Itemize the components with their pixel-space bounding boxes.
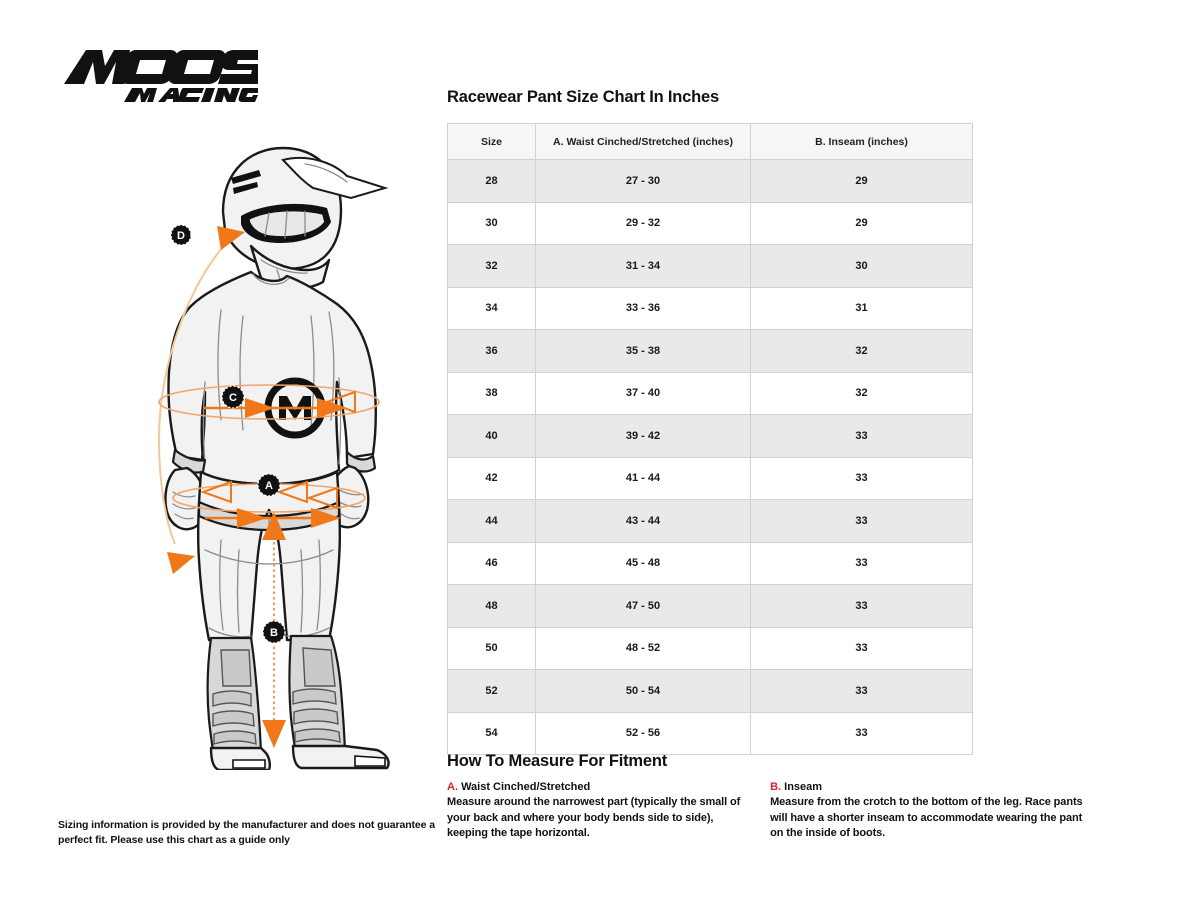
table-row: 32 31 - 34 30	[447, 244, 973, 288]
cell-waist: 37 - 40	[535, 371, 751, 415]
table-row: 36 35 - 38 32	[447, 329, 973, 373]
table-row: 44 43 - 44 33	[447, 499, 973, 543]
cell-waist: 35 - 38	[535, 329, 751, 373]
measure-item-a: A. Waist Cinched/Stretched Measure aroun…	[447, 781, 744, 842]
cell-size: 40	[447, 414, 536, 458]
cell-inseam: 32	[750, 371, 973, 415]
cell-waist: 52 - 56	[535, 711, 751, 755]
cell-inseam: 33	[750, 414, 973, 458]
marker-d-label: D	[177, 230, 185, 242]
cell-inseam: 33	[750, 499, 973, 543]
page-title: Racewear Pant Size Chart In Inches	[447, 88, 719, 106]
table-row: 28 27 - 30 29	[447, 159, 973, 203]
cell-size: 38	[447, 371, 536, 415]
cell-waist: 47 - 50	[535, 584, 751, 628]
size-chart-panel: Racewear Pant Size Chart In Inches Size …	[447, 88, 973, 755]
cell-size: 50	[447, 626, 536, 670]
marker-a-label: A	[265, 480, 273, 492]
cell-size: 42	[447, 456, 536, 500]
measure-marker-d: D	[157, 224, 245, 574]
marker-b-label: B	[270, 627, 278, 639]
measure-item-a-heading: A. Waist Cinched/Stretched	[447, 781, 744, 793]
measure-item-a-mark: A.	[447, 781, 458, 793]
cell-waist: 45 - 48	[535, 541, 751, 585]
cell-size: 34	[447, 286, 536, 330]
table-row: 54 52 - 56 33	[447, 711, 973, 755]
table-header-row: Size A. Waist Cinched/Stretched (inches)…	[447, 123, 973, 160]
cell-waist: 31 - 34	[535, 244, 751, 288]
cell-waist: 29 - 32	[535, 201, 751, 245]
cell-inseam: 33	[750, 584, 973, 628]
table-row: 34 33 - 36 31	[447, 286, 973, 330]
measure-item-b-title: Inseam	[784, 781, 823, 793]
column-header-inseam: B. Inseam (inches)	[750, 123, 973, 160]
table-row: 30 29 - 32 29	[447, 201, 973, 245]
cell-size: 28	[447, 159, 536, 203]
cell-size: 32	[447, 244, 536, 288]
measure-marker-a: A	[172, 473, 366, 528]
cell-size: 54	[447, 711, 536, 755]
cell-inseam: 29	[750, 159, 973, 203]
cell-inseam: 29	[750, 201, 973, 245]
cell-waist: 33 - 36	[535, 286, 751, 330]
pants	[196, 470, 342, 642]
table-row: 48 47 - 50 33	[447, 584, 973, 628]
cell-inseam: 33	[750, 669, 973, 713]
table-row: 38 37 - 40 32	[447, 371, 973, 415]
table-row: 46 45 - 48 33	[447, 541, 973, 585]
cell-inseam: 33	[750, 626, 973, 670]
cell-inseam: 33	[750, 711, 973, 755]
cell-waist: 48 - 52	[535, 626, 751, 670]
measure-item-b: B. Inseam Measure from the crotch to the…	[770, 781, 1087, 842]
cell-size: 46	[447, 541, 536, 585]
cell-waist: 50 - 54	[535, 669, 751, 713]
jersey	[167, 270, 377, 486]
how-to-measure-title: How To Measure For Fitment	[447, 752, 668, 770]
cell-inseam: 31	[750, 286, 973, 330]
measure-marker-b: B	[262, 512, 286, 748]
rider-illustration: .ol{fill:#f2f2f2;stroke:#1a1a1a;stroke-w…	[55, 120, 425, 770]
table-row: 52 50 - 54 33	[447, 669, 973, 713]
cell-size: 52	[447, 669, 536, 713]
measure-item-a-title: Waist Cinched/Stretched	[461, 781, 591, 793]
cell-waist: 39 - 42	[535, 414, 751, 458]
table-row: 50 48 - 52 33	[447, 626, 973, 670]
cell-size: 48	[447, 584, 536, 628]
how-to-measure-section: How To Measure For Fitment A. Waist Cinc…	[447, 752, 1087, 842]
cell-waist: 27 - 30	[535, 159, 751, 203]
cell-inseam: 32	[750, 329, 973, 373]
measure-item-a-body: Measure around the narrowest part (typic…	[447, 796, 741, 839]
helmet	[221, 146, 389, 290]
size-chart-table: Size A. Waist Cinched/Stretched (inches)…	[447, 123, 973, 755]
moose-racing-logo	[58, 40, 258, 112]
boots	[206, 634, 390, 770]
table-row: 40 39 - 42 33	[447, 414, 973, 458]
table-row: 42 41 - 44 33	[447, 456, 973, 500]
column-header-size: Size	[447, 123, 536, 160]
cell-size: 30	[447, 201, 536, 245]
table-body: 28 27 - 30 29 30 29 - 32 29 32 31 - 34 30 34 33 - …	[447, 159, 973, 755]
cell-waist: 41 - 44	[535, 456, 751, 500]
cell-inseam: 33	[750, 456, 973, 500]
column-header-waist: A. Waist Cinched/Stretched (inches)	[535, 123, 751, 160]
cell-size: 44	[447, 499, 536, 543]
cell-waist: 43 - 44	[535, 499, 751, 543]
cell-size: 36	[447, 329, 536, 373]
marker-c-label: C	[229, 392, 237, 404]
cell-inseam: 33	[750, 541, 973, 585]
measure-marker-c: C	[158, 384, 380, 420]
measure-item-b-mark: B.	[770, 781, 782, 793]
cell-inseam: 30	[750, 244, 973, 288]
measure-item-b-heading: B. Inseam	[770, 781, 1087, 793]
measure-item-b-body: Measure from the crotch to the bottom of…	[770, 796, 1083, 839]
disclaimer-text: Sizing information is provided by the ma…	[58, 819, 435, 846]
